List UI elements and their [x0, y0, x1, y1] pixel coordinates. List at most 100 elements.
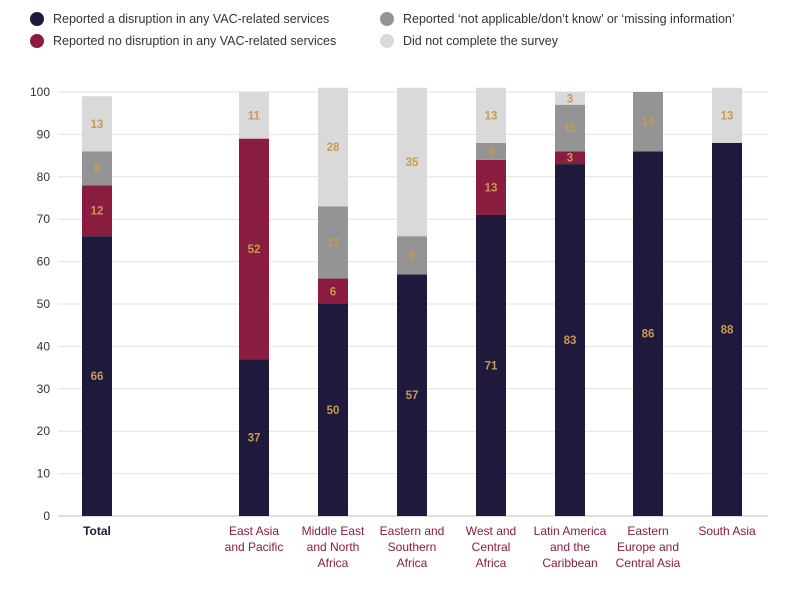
bar-segment	[397, 274, 427, 516]
bar-segment	[239, 92, 269, 139]
data-label: 83	[564, 335, 577, 347]
data-label: 3	[567, 153, 573, 165]
data-label: 88	[721, 324, 734, 336]
data-label: 4	[488, 146, 495, 158]
x-tick-label: West and Central Africa	[466, 524, 516, 570]
y-tick-label: 30	[37, 382, 51, 396]
legend-marker-disruption	[30, 12, 44, 26]
data-label: 14	[642, 117, 655, 129]
x-tick-label-line: Africa	[397, 556, 428, 570]
x-tick-label-line: Eastern	[627, 524, 668, 538]
x-tick-label-line: Central	[472, 540, 511, 554]
legend-marker-not-applicable	[380, 12, 394, 26]
x-tick-label: Total	[83, 524, 111, 538]
x-tick-label: East Asia and Pacific	[225, 524, 284, 554]
bar-segment	[555, 151, 585, 165]
bar-segment	[318, 87, 348, 207]
data-label: 13	[485, 110, 498, 122]
data-label: 52	[248, 244, 261, 256]
x-tick-label-line: South Asia	[698, 524, 756, 538]
data-label: 13	[721, 110, 734, 122]
x-tick-label-line: and the	[550, 540, 590, 554]
data-label: 9	[409, 250, 415, 262]
legend-item-disruption: Reported a disruption in any VAC-related…	[30, 12, 329, 26]
x-tick-label-line: East Asia	[229, 524, 279, 538]
bar-segment	[318, 206, 348, 279]
bar-segment	[318, 304, 348, 516]
x-tick-label: Latin America and the Caribbean	[534, 524, 607, 570]
legend: Reported a disruption in any VAC-related…	[30, 12, 790, 62]
x-tick-label-line: Total	[83, 524, 111, 538]
y-tick-label: 40	[37, 339, 51, 353]
legend-label-no-disruption: Reported no disruption in any VAC-relate…	[53, 34, 337, 48]
bar-segment	[633, 151, 663, 517]
x-tick-label-line: West and	[466, 524, 516, 538]
bar-segment	[476, 142, 506, 160]
bar-segment	[82, 151, 112, 186]
x-tick-label: Eastern and Southern Africa	[380, 524, 445, 570]
y-tick-label: 100	[30, 85, 50, 99]
bar-segment	[555, 92, 585, 105]
data-label: 71	[485, 360, 498, 372]
data-label: 8	[94, 163, 101, 175]
bar-segment	[712, 142, 742, 516]
x-tick-label-line: and North	[307, 540, 360, 554]
data-label: 66	[91, 371, 104, 383]
data-label: 86	[642, 329, 655, 341]
bar-segment	[633, 92, 663, 152]
bar-segment	[555, 104, 585, 152]
x-tick-label-line: Caribbean	[542, 556, 597, 570]
x-tick-label-line: Eastern and	[380, 524, 445, 538]
data-label: 12	[91, 206, 104, 218]
x-tick-label: Eastern Europe and Central Asia	[616, 524, 681, 570]
x-tick-label-line: Africa	[318, 556, 349, 570]
legend-label-disruption: Reported a disruption in any VAC-related…	[53, 12, 330, 26]
legend-marker-not-completed	[380, 34, 394, 48]
y-tick-label: 70	[37, 212, 51, 226]
data-label: 11	[564, 123, 577, 135]
legend-marker-no-disruption	[30, 34, 44, 48]
data-label: 13	[91, 119, 104, 131]
bar-segment	[476, 214, 506, 516]
y-tick-label: 10	[37, 467, 51, 481]
y-tick-label: 90	[37, 127, 51, 141]
data-label: 57	[406, 390, 419, 402]
bar-segment	[239, 359, 269, 516]
x-tick-label-line: Southern	[388, 540, 437, 554]
bar-segment	[555, 164, 585, 516]
data-label: 11	[248, 110, 261, 122]
bar-segment	[397, 87, 427, 237]
x-tick-label: Middle East and North Africa	[302, 524, 365, 570]
y-tick-label: 0	[43, 509, 50, 523]
data-label: 50	[327, 405, 340, 417]
data-label: 6	[330, 286, 336, 298]
x-tick-label: South Asia	[698, 524, 756, 538]
bar-segment	[82, 185, 112, 237]
bar-segment	[239, 138, 269, 360]
data-label: 37	[248, 433, 261, 445]
data-label: 3	[567, 93, 573, 105]
bar-segment	[476, 159, 506, 215]
bar-segment	[318, 278, 348, 304]
data-label: 35	[406, 157, 419, 169]
x-tick-label-line: and Pacific	[225, 540, 284, 554]
x-tick-label-line: Africa	[476, 556, 507, 570]
data-label: 17	[327, 238, 340, 250]
legend-item-not-completed: Did not complete the survey	[380, 34, 558, 48]
legend-item-not-applicable: Reported ‘not applicable/don’t know’ or …	[380, 12, 735, 26]
x-tick-label-line: Central Asia	[616, 556, 681, 570]
x-tick-label-line: Europe and	[617, 540, 679, 554]
y-tick-label: 60	[37, 255, 51, 269]
bar-segment	[397, 236, 427, 275]
bar-segment	[476, 87, 506, 143]
x-tick-label-line: Latin America	[534, 524, 607, 538]
data-label: 13	[485, 182, 498, 194]
data-label: 28	[327, 142, 340, 154]
bar-segment	[82, 236, 112, 516]
legend-label-not-applicable: Reported ‘not applicable/don’t know’ or …	[403, 12, 735, 26]
y-tick-label: 80	[37, 170, 51, 184]
legend-item-no-disruption: Reported no disruption in any VAC-relate…	[30, 34, 336, 48]
y-tick-label: 50	[37, 297, 51, 311]
